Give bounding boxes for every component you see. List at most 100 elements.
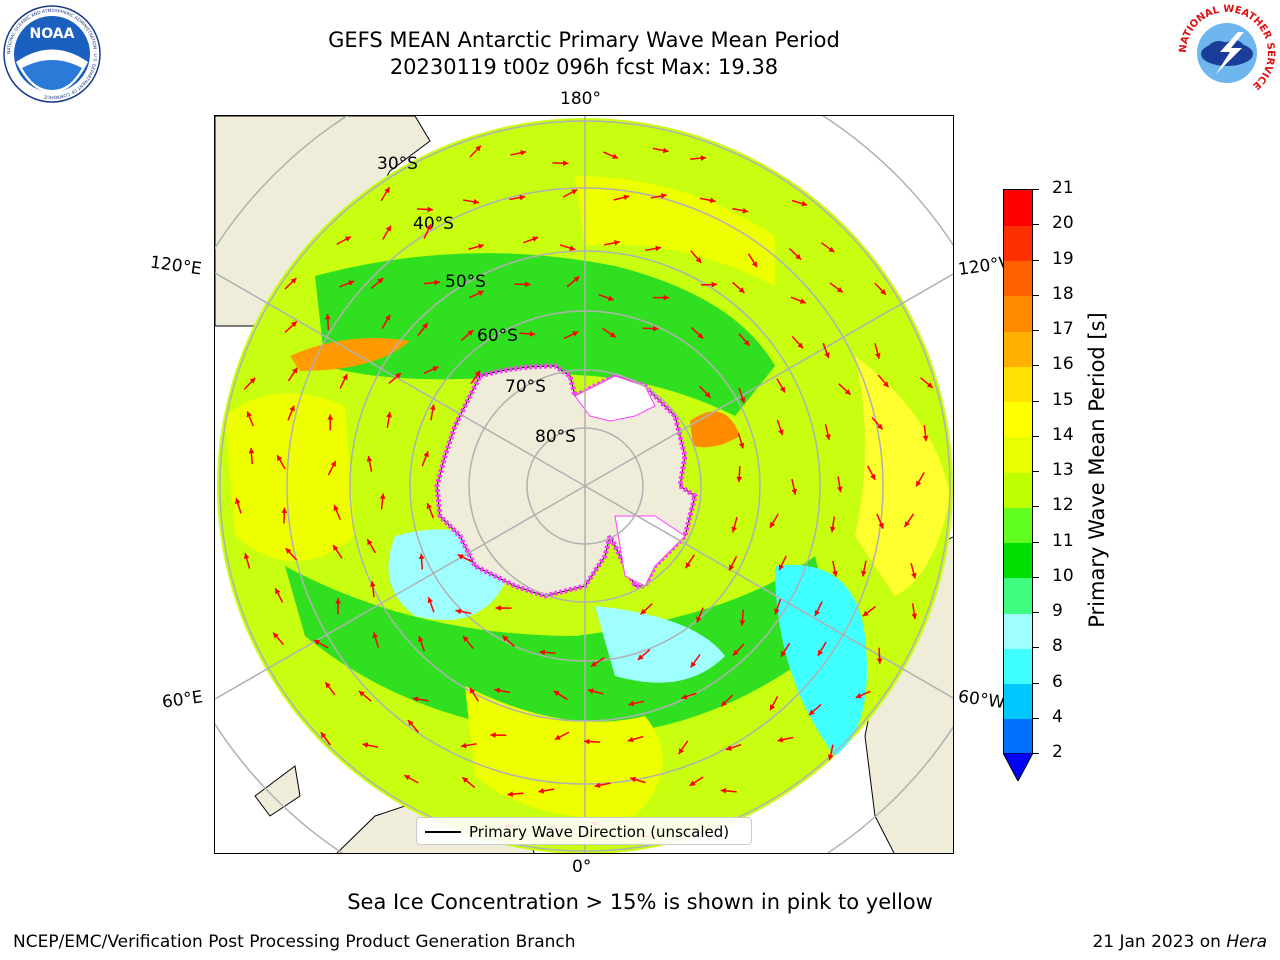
wave-arrowhead <box>836 286 843 293</box>
wave-arrowhead <box>700 155 707 162</box>
wave-arrowhead <box>736 476 743 483</box>
wave-arrowhead <box>795 253 802 260</box>
colorbar-segment <box>1004 613 1032 649</box>
wave-arrowhead <box>418 636 424 643</box>
map-panel[interactable]: 30°S 40°S 50°S 60°S 70°S 80°S <box>214 115 954 854</box>
wave-arrowhead <box>379 493 386 500</box>
wave-arrowhead <box>926 382 933 388</box>
colorbar-tick-label: 2 <box>1052 742 1063 762</box>
wave-arrowhead <box>827 754 834 761</box>
wave-arrowhead <box>366 455 373 462</box>
colorbar-tickmark <box>1033 330 1039 331</box>
colorbar-tickmark <box>1033 189 1039 190</box>
lat-label-70s: 70°S <box>505 377 546 397</box>
colorbar-tick-label: 11 <box>1052 530 1074 551</box>
field-lime-west <box>225 393 355 561</box>
colorbar-tickmark <box>1033 647 1039 649</box>
wave-arrowhead <box>695 257 702 263</box>
wave-arrowhead <box>538 788 545 794</box>
colorbar-segment <box>1004 225 1032 261</box>
colorbar-tickmark <box>1033 224 1039 226</box>
wave-arrowhead <box>372 632 379 639</box>
wave-arrowhead <box>507 791 514 797</box>
wave-arrowhead <box>285 548 292 555</box>
wave-arrowhead <box>862 610 869 617</box>
colorbar-tick-label: 17 <box>1052 319 1074 339</box>
colorbar-segment <box>1004 648 1032 684</box>
wave-arrowhead <box>344 236 351 242</box>
wave-arrowhead <box>529 331 536 337</box>
wave-arrowhead <box>799 298 806 304</box>
wave-arrowhead <box>663 294 669 301</box>
colorbar-segment <box>1004 683 1032 720</box>
wave-arrowhead <box>875 352 881 359</box>
wave-arrowhead <box>778 429 784 436</box>
colorbar-segment <box>1004 718 1032 755</box>
wave-arrowhead <box>697 332 704 339</box>
colorbar-tickmark <box>1033 612 1039 613</box>
ice-shelf-ross <box>574 375 656 422</box>
wave-arrowhead <box>640 608 647 615</box>
field-lime-south <box>465 686 663 818</box>
colorbar-tickmark <box>1033 541 1039 543</box>
colorbar-tick-label: 18 <box>1052 283 1074 304</box>
wave-arrowhead <box>477 243 484 250</box>
wave-arrowhead <box>427 206 433 213</box>
wave-arrowhead <box>248 447 255 454</box>
wave-arrowhead <box>249 377 256 384</box>
wave-arrowhead <box>554 734 561 740</box>
colorbar-segment <box>1004 366 1032 402</box>
wave-arrowhead <box>797 342 804 349</box>
colorbar-tick-label: 20 <box>1052 213 1074 234</box>
colorbar-tickmark <box>1033 506 1039 508</box>
wave-arrowhead <box>495 605 501 611</box>
wave-arrowhead <box>462 777 469 783</box>
wave-arrowhead <box>427 597 434 604</box>
wave-arrowhead <box>469 687 476 694</box>
wave-arrowhead <box>573 276 580 283</box>
wave-arrowhead <box>587 688 594 694</box>
wave-arrowhead <box>532 236 539 242</box>
wave-arrowhead <box>832 570 838 577</box>
wave-arrowhead <box>429 404 436 411</box>
wave-arrowhead <box>404 775 411 781</box>
wave-arrowhead <box>385 225 391 232</box>
wave-arrowhead <box>467 330 474 336</box>
wave-arrowhead <box>412 696 419 703</box>
wave-arrowhead <box>277 455 283 462</box>
wave-arrowhead <box>289 405 295 412</box>
polar-map[interactable]: 30°S 40°S 50°S 60°S 70°S 80°S <box>215 116 954 854</box>
footer-date-text: 21 Jan 2023 on <box>1092 932 1221 952</box>
wave-arrowhead <box>395 373 402 379</box>
wave-arrowhead <box>817 649 824 656</box>
wave-arrowhead <box>922 435 929 442</box>
wave-arrowhead <box>292 367 298 374</box>
lat-label-50s: 50°S <box>445 272 486 292</box>
wave-arrowhead <box>751 261 757 268</box>
colorbar <box>1003 189 1033 755</box>
wave-arrowhead <box>904 521 910 528</box>
colorbar-tickmark <box>1033 259 1039 261</box>
wave-arrowhead <box>477 290 484 296</box>
wave-arrowhead <box>553 690 560 697</box>
wave-arrowhead <box>474 370 481 377</box>
wave-arrowhead <box>662 147 669 154</box>
wave-arrowhead <box>681 693 688 700</box>
wave-arrowhead <box>423 451 429 458</box>
wave-arrowhead <box>434 279 440 286</box>
lon-label-60w: 60°W <box>956 686 1007 714</box>
wave-arrowhead <box>584 738 590 745</box>
map-subtitle: 20230119 t00z 096h fcst Max: 19.38 <box>389 55 779 79</box>
wave-arrowhead <box>609 331 616 338</box>
lon-label-120e: 120°E <box>148 252 203 280</box>
wave-arrowhead <box>475 145 482 152</box>
wave-arrowhead <box>607 295 614 302</box>
wave-arrowhead <box>594 782 601 789</box>
wave-arrowhead <box>791 488 798 495</box>
wave-arrowhead <box>770 521 776 528</box>
colorbar-segment <box>1004 436 1032 473</box>
colorbar-tickmark <box>1033 294 1039 296</box>
wave-arrowhead <box>876 423 883 430</box>
colorbar-tick-label: 6 <box>1052 671 1063 692</box>
wave-arrowhead <box>325 682 331 689</box>
